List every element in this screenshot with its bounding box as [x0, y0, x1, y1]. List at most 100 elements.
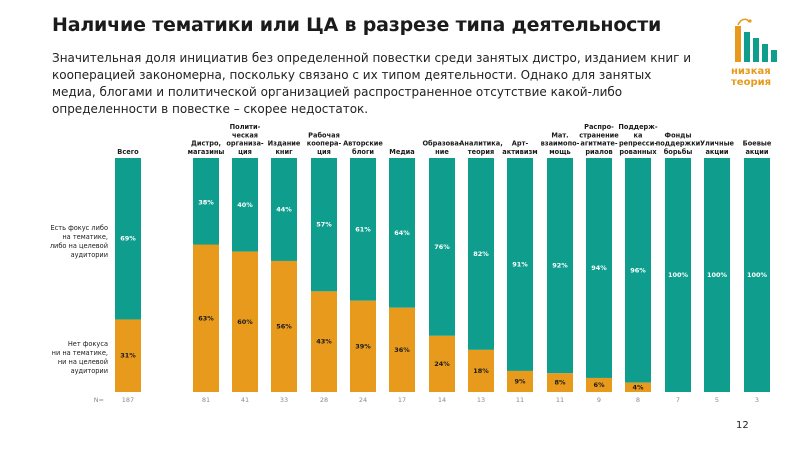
- n-value: 28: [320, 396, 328, 404]
- bar-segment-focus: [350, 158, 376, 301]
- category-label: Издание: [268, 140, 301, 148]
- category-label: мощь: [549, 148, 570, 156]
- row-label-focus: на тематике,: [62, 233, 108, 241]
- n-value: 11: [516, 396, 524, 404]
- n-value: 187: [122, 396, 134, 404]
- category-label: агитмате-: [580, 140, 617, 148]
- category-label: акции: [745, 148, 768, 156]
- category-label: репресси-: [619, 140, 657, 148]
- bar-segment-no-focus: [271, 260, 297, 392]
- data-label-no-focus: 4%: [632, 383, 644, 391]
- data-label-focus: 64%: [394, 229, 410, 237]
- category-label: акции: [705, 148, 728, 156]
- n-value: 7: [676, 396, 680, 404]
- category-label: риалов: [585, 148, 612, 156]
- category-label: Мат.: [551, 131, 568, 139]
- bar-segment-no-focus: [350, 300, 376, 392]
- logo-text-line2: теория: [731, 77, 772, 88]
- data-label-focus: 94%: [591, 264, 607, 272]
- bar-segment-focus: [625, 158, 651, 383]
- logo-bars-icon: [735, 18, 777, 62]
- bar-segment-no-focus: [429, 335, 455, 392]
- row-label-no-focus: ни на тематике,: [52, 349, 108, 357]
- n-value: 8: [636, 396, 640, 404]
- data-label-focus: 82%: [473, 250, 489, 258]
- category-label: Всего: [117, 148, 139, 156]
- bar-segment-focus: [507, 158, 533, 371]
- logo-wordmark: низкая теория: [731, 66, 781, 88]
- category-label: теория: [468, 148, 494, 156]
- n-axis-label: N=: [94, 396, 104, 404]
- row-label-focus: аудитории: [71, 251, 108, 259]
- data-label-no-focus: 60%: [237, 318, 253, 326]
- category-label: Рабочая: [308, 131, 340, 139]
- bar-segment-no-focus: [232, 251, 258, 392]
- category-label: Фонды: [665, 131, 692, 139]
- data-label-no-focus: 18%: [473, 367, 489, 375]
- data-label-focus: 57%: [316, 221, 332, 229]
- data-label-no-focus: 24%: [434, 360, 450, 368]
- category-label: блоги: [352, 148, 374, 156]
- n-value: 41: [241, 396, 249, 404]
- category-label: организа-: [226, 140, 264, 148]
- data-label-no-focus: 31%: [120, 352, 136, 360]
- data-label-focus: 38%: [198, 198, 214, 206]
- page-number: 12: [736, 420, 749, 431]
- logo-text-line1: низкая: [731, 66, 771, 77]
- n-value: 9: [597, 396, 601, 404]
- bar-segment-no-focus: [115, 319, 141, 392]
- data-label-focus: 91%: [512, 260, 528, 268]
- category-label: борьбы: [664, 148, 693, 156]
- n-value: 14: [438, 396, 446, 404]
- n-value: 13: [477, 396, 485, 404]
- bar-segment-no-focus: [389, 307, 415, 392]
- bar-segment-focus: [468, 158, 494, 350]
- category-label: ческая: [232, 131, 258, 139]
- data-label-focus: 76%: [434, 243, 450, 251]
- bar-segment-focus: [547, 158, 573, 374]
- category-label: Арт-: [512, 140, 529, 148]
- bar-segment-no-focus: [625, 382, 651, 392]
- bar-segment-no-focus: [193, 244, 219, 392]
- category-label: ка: [634, 131, 643, 139]
- bar-segment-focus: [271, 158, 297, 261]
- data-label-no-focus: 56%: [276, 322, 292, 330]
- data-label-no-focus: 63%: [198, 314, 214, 322]
- bar-segment-no-focus: [507, 370, 533, 392]
- n-value: 24: [359, 396, 367, 404]
- row-label-no-focus: ни на целевой: [58, 358, 108, 366]
- bar-segment-focus: [311, 158, 337, 292]
- n-value: 3: [755, 396, 759, 404]
- category-label: рованных: [619, 148, 657, 156]
- category-label: магазины: [188, 148, 225, 156]
- data-label-focus: 100%: [668, 271, 689, 279]
- category-label: коопера-: [307, 140, 342, 148]
- row-label-focus: либо на целевой: [50, 242, 108, 250]
- data-label-focus: 100%: [707, 271, 728, 279]
- data-label-focus: 40%: [237, 201, 253, 209]
- category-label: Уличные: [700, 140, 735, 148]
- data-label-focus: 100%: [747, 271, 768, 279]
- page-title: Наличие тематики или ЦА в разрезе типа д…: [52, 14, 662, 36]
- bar-segment-focus: [193, 158, 219, 247]
- bar-segment-no-focus: [586, 377, 612, 392]
- row-label-no-focus: Нет фокуса: [68, 340, 108, 348]
- bar-segment-no-focus: [311, 291, 337, 392]
- bar-segment-focus: [115, 158, 141, 320]
- data-label-focus: 69%: [120, 235, 136, 243]
- data-label-no-focus: 6%: [593, 381, 605, 389]
- bar-segment-focus: [586, 158, 612, 378]
- category-label: книг: [275, 148, 293, 156]
- category-label: ция: [238, 148, 252, 156]
- category-label: Авторские: [343, 140, 383, 148]
- category-label: Медиа: [389, 148, 414, 156]
- brand-logo: низкая теория: [731, 10, 781, 92]
- bar-segment-no-focus: [547, 373, 573, 392]
- category-label: Полити-: [230, 123, 261, 131]
- category-label: поддержки: [656, 140, 701, 148]
- category-label: ция: [317, 148, 331, 156]
- data-label-focus: 92%: [552, 262, 568, 270]
- data-label-no-focus: 8%: [554, 379, 566, 387]
- data-label-no-focus: 43%: [316, 338, 332, 346]
